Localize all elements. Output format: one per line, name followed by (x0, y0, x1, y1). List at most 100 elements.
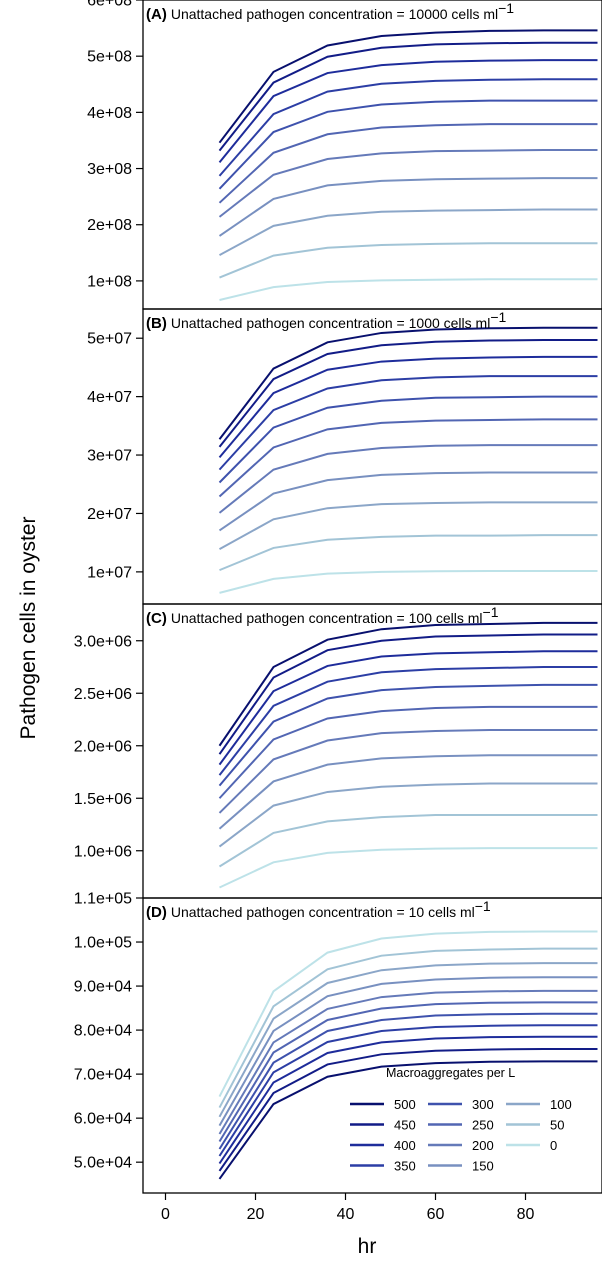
x-axis-title: hr (358, 1235, 377, 1258)
series-line-100 (219, 501, 598, 550)
series-line-50 (219, 242, 598, 279)
x-tick-label: 0 (161, 1206, 170, 1223)
y-tick-label: 7.0e+04 (74, 1067, 132, 1084)
y-tick-label: 4e+08 (87, 105, 132, 122)
series-line-300 (218, 395, 598, 484)
panel-letter: (B) (146, 315, 167, 332)
y-tick-label: 1.0e+06 (74, 843, 132, 860)
series-line-350 (218, 78, 598, 177)
series-line-300 (218, 683, 598, 787)
panel-title-text: Unattached pathogen concentration = 100 … (171, 610, 483, 626)
panel-title-text: Unattached pathogen concentration = 1000… (171, 6, 498, 22)
series-line-150 (218, 471, 598, 532)
panel-letter: (C) (146, 610, 167, 627)
series-line-400 (218, 1035, 598, 1165)
y-axis-title: Pathogen cells in oyster (17, 517, 40, 740)
legend-label-400: 400 (394, 1138, 416, 1153)
series-line-50 (219, 534, 598, 572)
series-line-500 (218, 29, 598, 144)
series-line-200 (218, 989, 598, 1135)
panel-d: 5.0e+04 6.0e+04 7.0e+04 8.0e+04 9.0e+04 1.0e+… (74, 891, 602, 1194)
y-tick-label: 2.0e+06 (74, 738, 132, 755)
legend-title: Macroaggregates per L (386, 1066, 515, 1080)
panel-letter: (A) (146, 6, 167, 23)
legend-label-300: 300 (472, 1097, 494, 1112)
series-line-0 (219, 570, 598, 594)
y-tick-label: 6.0e+04 (74, 1111, 132, 1128)
series-line-50 (218, 814, 598, 868)
series-line-400 (218, 355, 598, 459)
panel-title: (D) Unattached pathogen concentration = 1… (146, 898, 491, 921)
series-line-150 (218, 177, 598, 237)
y-tick-label: 1e+07 (87, 564, 132, 581)
panel-title-superscript: −1 (475, 898, 491, 914)
series-line-500 (218, 621, 598, 747)
legend-label-0: 0 (550, 1138, 557, 1153)
y-tick-label: 5e+08 (87, 49, 132, 66)
series-line-250 (218, 123, 598, 204)
series-line-500 (218, 1060, 598, 1180)
y-tick-label: 2e+08 (87, 217, 132, 234)
series-line-150 (218, 976, 598, 1127)
series-line-450 (218, 633, 598, 755)
series-line-0 (219, 278, 598, 301)
panel-b: 1e+07 2e+07 3e+07 4e+07 5e+07 (B) Unattached p… (87, 308, 602, 605)
series-line-50 (218, 947, 598, 1109)
y-tick-label: 5e+07 (87, 331, 132, 348)
legend-label-250: 250 (472, 1118, 494, 1133)
y-tick-label: 3e+07 (87, 448, 132, 465)
series-line-200 (218, 729, 598, 814)
series-line-500 (218, 326, 598, 440)
series-line-100 (218, 782, 598, 848)
series-line-250 (218, 705, 598, 799)
series-line-400 (218, 650, 598, 766)
y-tick-label: 3e+08 (87, 161, 132, 178)
panel-a: 1e+08 2e+08 3e+08 4e+08 5e+08 6e+08 (A) Unattac… (87, 0, 602, 310)
panel-c: 1.0e+06 1.5e+06 2.0e+06 2.5e+06 3.0e+06 (C) Un… (74, 603, 602, 899)
y-tick-label: 2.5e+06 (74, 686, 132, 703)
panel-frame (142, 603, 602, 899)
y-tick-label: 2e+07 (87, 506, 132, 523)
y-tick-label: 1.1e+05 (74, 891, 132, 908)
series-line-450 (218, 41, 598, 152)
panel-letter: (D) (146, 904, 167, 921)
series-line-0 (218, 930, 598, 1098)
series-line-250 (218, 1001, 598, 1143)
y-tick-label: 5.0e+04 (74, 1155, 132, 1172)
series-line-100 (219, 208, 598, 256)
panel-title-superscript: −1 (498, 0, 514, 16)
y-tick-label: 3.0e+06 (74, 633, 132, 650)
panel-title-text: Unattached pathogen concentration = 10 c… (171, 904, 475, 920)
x-tick-label: 20 (247, 1206, 265, 1223)
x-tick-label: 40 (337, 1206, 355, 1223)
series-line-0 (219, 847, 598, 889)
panel-title: (B) Unattached pathogen concentration = 1… (146, 309, 507, 332)
panel-title-text: Unattached pathogen concentration = 1000… (171, 315, 491, 331)
legend-label-350: 350 (394, 1159, 416, 1174)
y-tick-label: 9.0e+04 (74, 979, 132, 996)
panel-frame (142, 308, 602, 605)
legend-label-450: 450 (394, 1118, 416, 1133)
series-line-200 (218, 444, 598, 514)
y-tick-label: 1e+08 (87, 273, 132, 290)
series-line-350 (218, 375, 598, 471)
legend-label-200: 200 (472, 1138, 494, 1153)
x-axis: 0 20 40 60 80 (161, 1193, 535, 1223)
legend-label-500: 500 (394, 1097, 416, 1112)
y-tick-label: 6e+08 (87, 0, 132, 10)
series-line-300 (218, 99, 598, 190)
legend-label-50: 50 (550, 1118, 564, 1133)
legend-label-100: 100 (550, 1097, 572, 1112)
panel-title-superscript: −1 (483, 604, 499, 620)
panel-title: (A) Unattached pathogen concentration = 1… (146, 0, 514, 23)
series-line-350 (218, 666, 598, 776)
panel-title: (C) Unattached pathogen concentration = 1… (146, 604, 499, 627)
panel-title-superscript: −1 (490, 309, 506, 325)
series-line-450 (218, 338, 598, 448)
series-line-450 (218, 1048, 598, 1172)
legend: Macroaggregates per L5004504003503002502… (350, 1066, 572, 1174)
y-tick-label: 4e+07 (87, 389, 132, 406)
series-line-150 (218, 754, 598, 830)
